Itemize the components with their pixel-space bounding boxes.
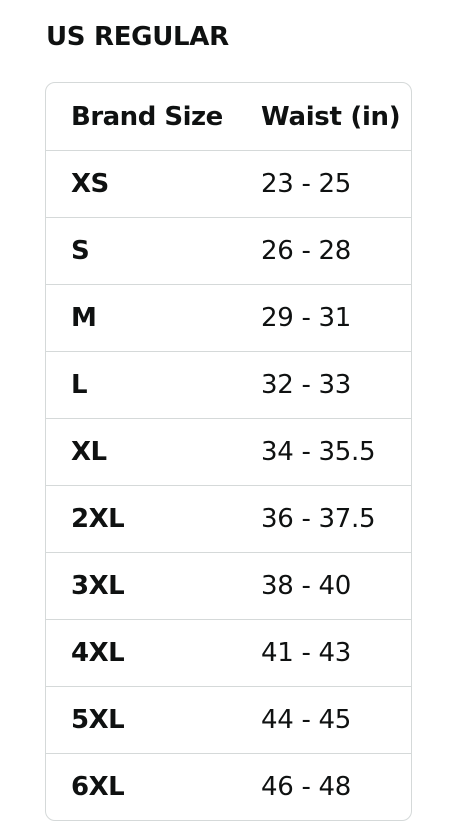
size-cell: 3XL — [71, 571, 125, 601]
size-cell: 2XL — [71, 504, 125, 534]
waist-cell: 36 - 37.5 — [261, 504, 376, 534]
size-table: Brand Size Waist (in) XS 23 - 25 S 26 - … — [45, 82, 412, 821]
size-cell: XS — [71, 169, 109, 199]
waist-cell: 26 - 28 — [261, 236, 351, 266]
table-header-row: Brand Size Waist (in) — [46, 83, 411, 150]
size-cell: XL — [71, 437, 107, 467]
waist-cell: 46 - 48 — [261, 772, 351, 802]
size-cell: 5XL — [71, 705, 125, 735]
header-brand-size: Brand Size — [71, 101, 223, 132]
waist-cell: 34 - 35.5 — [261, 437, 376, 467]
size-cell: S — [71, 236, 90, 266]
table-row: M 29 - 31 — [46, 284, 411, 351]
header-waist: Waist (in) — [261, 101, 401, 132]
size-cell: M — [71, 303, 97, 333]
waist-cell: 29 - 31 — [261, 303, 351, 333]
waist-cell: 38 - 40 — [261, 571, 351, 601]
table-row: XL 34 - 35.5 — [46, 418, 411, 485]
size-cell: 4XL — [71, 638, 125, 668]
size-cell: 6XL — [71, 772, 125, 802]
size-cell: L — [71, 370, 88, 400]
size-chart-title: US REGULAR — [46, 22, 229, 52]
waist-cell: 23 - 25 — [261, 169, 351, 199]
table-row: 5XL 44 - 45 — [46, 686, 411, 753]
table-row: XS 23 - 25 — [46, 150, 411, 217]
table-row: L 32 - 33 — [46, 351, 411, 418]
table-row: 6XL 46 - 48 — [46, 753, 411, 820]
table-row: 3XL 38 - 40 — [46, 552, 411, 619]
waist-cell: 44 - 45 — [261, 705, 351, 735]
table-row: S 26 - 28 — [46, 217, 411, 284]
table-row: 2XL 36 - 37.5 — [46, 485, 411, 552]
table-row: 4XL 41 - 43 — [46, 619, 411, 686]
waist-cell: 32 - 33 — [261, 370, 351, 400]
waist-cell: 41 - 43 — [261, 638, 351, 668]
